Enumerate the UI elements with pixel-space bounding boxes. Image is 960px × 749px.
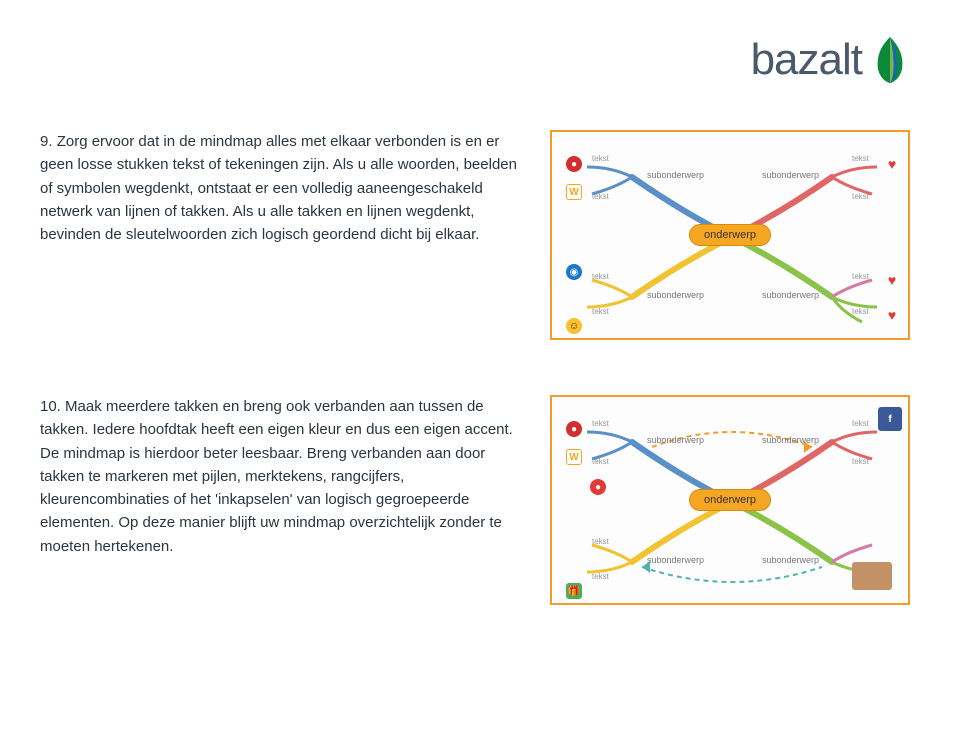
globe-icon: ◉ xyxy=(566,264,582,280)
smiley-icon: ☺ xyxy=(566,318,582,334)
leaf-label: tekst xyxy=(592,572,609,581)
leaf-label: tekst xyxy=(852,154,869,163)
heart-icon: ♥ xyxy=(884,156,900,172)
item-number: 10. xyxy=(40,398,61,415)
w-icon: W xyxy=(566,184,582,200)
logo-icon xyxy=(870,35,910,85)
section-10-image: onderwerp subonderwerp subonderwerp subo… xyxy=(550,395,910,605)
facebook-icon: f xyxy=(878,407,902,431)
item-body: Maak meerdere takken en breng ook verban… xyxy=(40,398,513,555)
logo-text: bazalt xyxy=(751,35,862,85)
leaf-label: tekst xyxy=(592,154,609,163)
branch-label: subonderwerp xyxy=(647,435,704,445)
leaf-label: tekst xyxy=(592,537,609,546)
mindmap-center: onderwerp xyxy=(689,224,771,246)
heart-icon: ♥ xyxy=(884,272,900,288)
header: bazalt xyxy=(40,20,910,100)
section-9-text: 9. Zorg ervoor dat in de mindmap alles m… xyxy=(40,130,520,340)
section-10-text: 10. Maak meerdere takken en breng ook ve… xyxy=(40,395,520,605)
branch-label: subonderwerp xyxy=(762,435,819,445)
strawberry-icon: ● xyxy=(566,421,582,437)
heart-icon: ♥ xyxy=(884,307,900,323)
leaf-label: tekst xyxy=(852,272,869,281)
item-body: Zorg ervoor dat in de mindmap alles met … xyxy=(40,133,517,243)
folder-icon xyxy=(852,562,892,590)
leaf-label: tekst xyxy=(592,419,609,428)
leaf-label: tekst xyxy=(852,307,869,316)
leaf-label: tekst xyxy=(592,457,609,466)
leaf-label: tekst xyxy=(592,307,609,316)
leaf-label: tekst xyxy=(852,192,869,201)
leaf-label: tekst xyxy=(852,457,869,466)
branch-label: subonderwerp xyxy=(762,555,819,565)
item-number: 9. xyxy=(40,133,53,150)
branch-label: subonderwerp xyxy=(647,290,704,300)
section-9-image: onderwerp subonderwerp subonderwerp subo… xyxy=(550,130,910,340)
mindmap-diagram-2: onderwerp subonderwerp subonderwerp subo… xyxy=(550,395,910,605)
branch-label: subonderwerp xyxy=(762,170,819,180)
leaf-label: tekst xyxy=(592,192,609,201)
section-9: 9. Zorg ervoor dat in de mindmap alles m… xyxy=(40,130,910,340)
mindmap-diagram-1: onderwerp subonderwerp subonderwerp subo… xyxy=(550,130,910,340)
branch-label: subonderwerp xyxy=(762,290,819,300)
leaf-label: tekst xyxy=(592,272,609,281)
strawberry-icon: ● xyxy=(566,156,582,172)
red-dot-icon: ● xyxy=(590,479,606,495)
w-icon: W xyxy=(566,449,582,465)
section-10: 10. Maak meerdere takken en breng ook ve… xyxy=(40,395,910,605)
branch-label: subonderwerp xyxy=(647,555,704,565)
branch-label: subonderwerp xyxy=(647,170,704,180)
mindmap-center: onderwerp xyxy=(689,489,771,511)
leaf-label: tekst xyxy=(852,419,869,428)
gift-icon: 🎁 xyxy=(566,583,582,599)
logo: bazalt xyxy=(751,35,910,85)
